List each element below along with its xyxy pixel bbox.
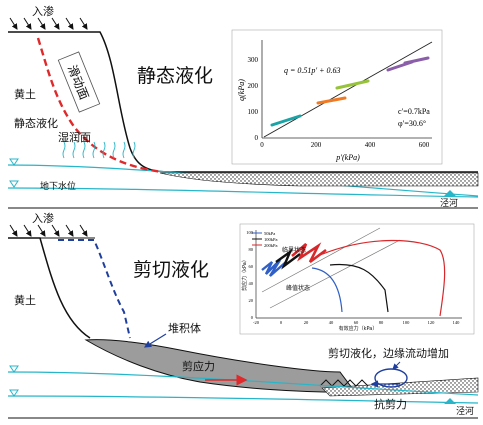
top-static-liq-label: 静态液化: [14, 116, 58, 130]
edge-flow-ellipse: [374, 368, 408, 388]
cluster-red: [291, 242, 327, 264]
top-title: 静态液化: [137, 65, 213, 87]
top-inset-series: [270, 56, 430, 127]
top-inset-chart: 0 200 400 600 0 100 200 300 q = 0.51p′ +…: [231, 29, 443, 165]
edge-flow-label: 剪切液化，边缘流动增加: [328, 346, 449, 360]
bottom-water-marker-2: [9, 389, 19, 397]
groundwater-label: 地下水位: [40, 180, 76, 192]
deposit-pointer-arrow: [143, 333, 167, 348]
bottom-inset-xlabel: 有效应力（kPa）: [339, 325, 378, 332]
deposit-label: 堆积体: [168, 321, 201, 335]
wetting-front-lines: [62, 141, 136, 159]
bottom-inset-xtick: 60: [354, 320, 359, 325]
bottom-inset-ytick: 0: [251, 315, 254, 320]
top-infiltration-arrows: [9, 17, 88, 30]
bottom-inset-xtick: 40: [329, 320, 334, 325]
bottom-inset-legend: 50kPa 100kPa 200kPa: [252, 231, 278, 248]
top-inset-equation: q = 0.51p′ + 0.63: [284, 66, 341, 75]
bottom-inset-ylabel: 剪应力（kPa）: [241, 257, 248, 291]
peak-state-label: 峰值状态: [286, 284, 310, 292]
top-inset-ytick: 200: [248, 82, 259, 90]
top-river-marker: [444, 190, 456, 196]
bottom-inset-frame: [239, 223, 475, 335]
cluster-black: [275, 248, 301, 270]
top-inset-ytick: 300: [248, 56, 259, 64]
top-inset-fit-line: [263, 41, 433, 138]
bottom-inset-chart: 50kPa 100kPa 200kPa 临界状态 峰值状态 -20 0 20 4…: [239, 223, 475, 335]
top-inset-ytick: 0: [255, 134, 259, 142]
top-inset-ticks: 0 200 400 600 0 100 200 300: [248, 56, 430, 149]
top-inset-xlabel: p′(kPa): [335, 153, 360, 162]
bottom-slope-outline: [8, 237, 91, 339]
top-inset-ylabel: q(kPa): [237, 79, 246, 101]
legend-item: 200kPa: [264, 243, 278, 248]
top-alluvium: [159, 172, 479, 187]
shear-resist-label: 抗剪力: [374, 397, 407, 411]
slip-surface-box: 滑动面: [57, 51, 101, 113]
bottom-loess-label: 黄土: [14, 293, 36, 307]
bottom-inset-yticks: 0 20 40 60 80 100: [246, 230, 254, 320]
legend-item: 50kPa: [264, 231, 275, 236]
critical-state-line: [261, 227, 381, 293]
bottom-inset-xticks: -20 0 20 40 60 80 100 120 140: [253, 320, 460, 325]
bottom-alluvium: [321, 377, 479, 397]
top-inset-friction: φ′=30.6°: [398, 119, 426, 128]
peak-state-line: [269, 239, 401, 309]
edge-flow-pointer: [392, 361, 401, 370]
top-river-label: 泾河: [440, 197, 458, 209]
top-inset-cohesion: c′=0.7kPa: [398, 107, 430, 116]
bottom-infiltration-arrows: [9, 224, 88, 237]
stress-path-50kpa: [311, 267, 343, 313]
bottom-inset-ytick: 60: [249, 264, 254, 269]
bottom-inset-xtick: 100: [403, 320, 411, 325]
bottom-title: 剪切液化: [133, 259, 209, 281]
shear-stress-label: 剪应力: [182, 359, 215, 373]
top-inset-xtick: 200: [311, 141, 322, 149]
critical-state-label: 临界状态: [282, 246, 306, 254]
bottom-inset-xtick: 120: [428, 320, 436, 325]
bottom-river-marker: [444, 398, 456, 404]
bottom-panel: 入渗 黄土 剪切液化 堆积体 剪应力 抗剪力 剪切液化，边缘流动增加 泾河: [7, 211, 479, 419]
bottom-inset-ytick: 100: [246, 230, 254, 235]
stress-path-100kpa: [329, 263, 389, 313]
bottom-inset-ytick: 80: [249, 247, 254, 252]
bottom-water-marker-1: [9, 365, 19, 373]
bottom-inset-ytick: 20: [249, 298, 254, 303]
legend-item: 100kPa: [264, 237, 278, 242]
bottom-inset-ytick: 40: [249, 281, 254, 286]
bottom-inset-xtick: -20: [253, 320, 260, 325]
stress-path-200kpa: [319, 239, 446, 317]
bottom-infiltration-label: 入渗: [32, 211, 54, 225]
top-inset-ytick: 100: [248, 108, 259, 116]
toe-ripples: [319, 379, 369, 387]
top-panel: 入渗 黄土 静态液化 静态液化 湿润面 地下水位 泾河 滑动面: [7, 4, 479, 209]
top-inset-xtick: 600: [419, 141, 430, 149]
top-water-marker-2: [9, 180, 19, 188]
bottom-river-label: 泾河: [456, 405, 474, 417]
slip-surface-line: [36, 37, 163, 174]
former-slip-surface: [58, 239, 131, 339]
deposit-body: [84, 339, 356, 393]
top-inset-frame: [231, 29, 443, 165]
bottom-water-line-2: [7, 395, 479, 404]
cluster-blue: [261, 259, 287, 277]
wet-surface-label: 湿润面: [58, 130, 91, 144]
top-inset-xtick: 0: [260, 141, 264, 149]
top-inset-xtick: 400: [365, 141, 376, 149]
bottom-inset-xtick: 80: [379, 320, 384, 325]
bottom-inset-xtick: 140: [453, 320, 461, 325]
top-loess-label: 黄土: [14, 87, 36, 101]
bottom-inset-xtick: 0: [280, 320, 283, 325]
top-infiltration-label: 入渗: [32, 4, 54, 18]
top-water-marker-1: [9, 158, 19, 166]
top-water-line-2: [7, 187, 479, 198]
bottom-inset-xtick: 20: [304, 320, 309, 325]
